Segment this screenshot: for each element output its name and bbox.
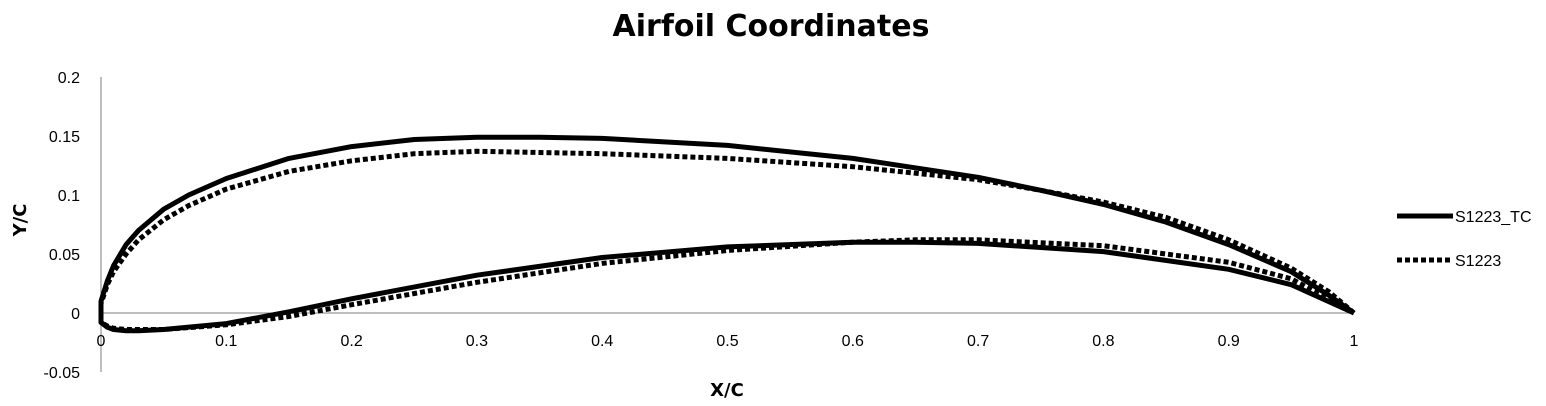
y-tick-label: -0.05 [44,365,81,382]
x-tick-label: 0.4 [591,333,613,350]
legend-label: S1223_TC [1455,209,1532,226]
y-tick-label: 0.2 [58,70,80,87]
y-axis-title-group: Y/C [10,204,31,238]
x-tick-label: 0.5 [716,333,738,350]
y-tick-label: 0.15 [49,129,80,146]
x-tick-label: 0.2 [340,333,362,350]
chart-title: Airfoil Coordinates [613,9,930,44]
y-tick-label: 0.1 [58,188,80,205]
x-tick-label: 0.6 [842,333,864,350]
x-tick-label: 1 [1350,333,1359,350]
tick-labels: 0 0.1 0.2 0.3 0.4 0.5 0.6 0.7 0.8 0.9 1 0.2 0.15 0.1 0… [44,70,1359,382]
x-tick-label: 0.1 [215,333,237,350]
y-tick-label: 0.05 [49,247,80,264]
x-axis-title: X/C [710,380,744,401]
plot-lines [98,134,1356,334]
series-line-s1223 [98,148,1356,332]
y-axis-title: Y/C [10,204,31,238]
legend-label: S1223 [1455,253,1501,270]
series-line-s1223-tc [98,134,1356,334]
x-tick-label: 0.3 [466,333,488,350]
y-tick-label: 0 [71,306,80,323]
x-tick-label: 0.8 [1092,333,1114,350]
x-tick-label: 0.7 [967,333,989,350]
legend: S1223_TC S1223 [1397,209,1532,270]
x-tick-label: 0 [97,333,106,350]
x-tick-label: 0.9 [1218,333,1240,350]
